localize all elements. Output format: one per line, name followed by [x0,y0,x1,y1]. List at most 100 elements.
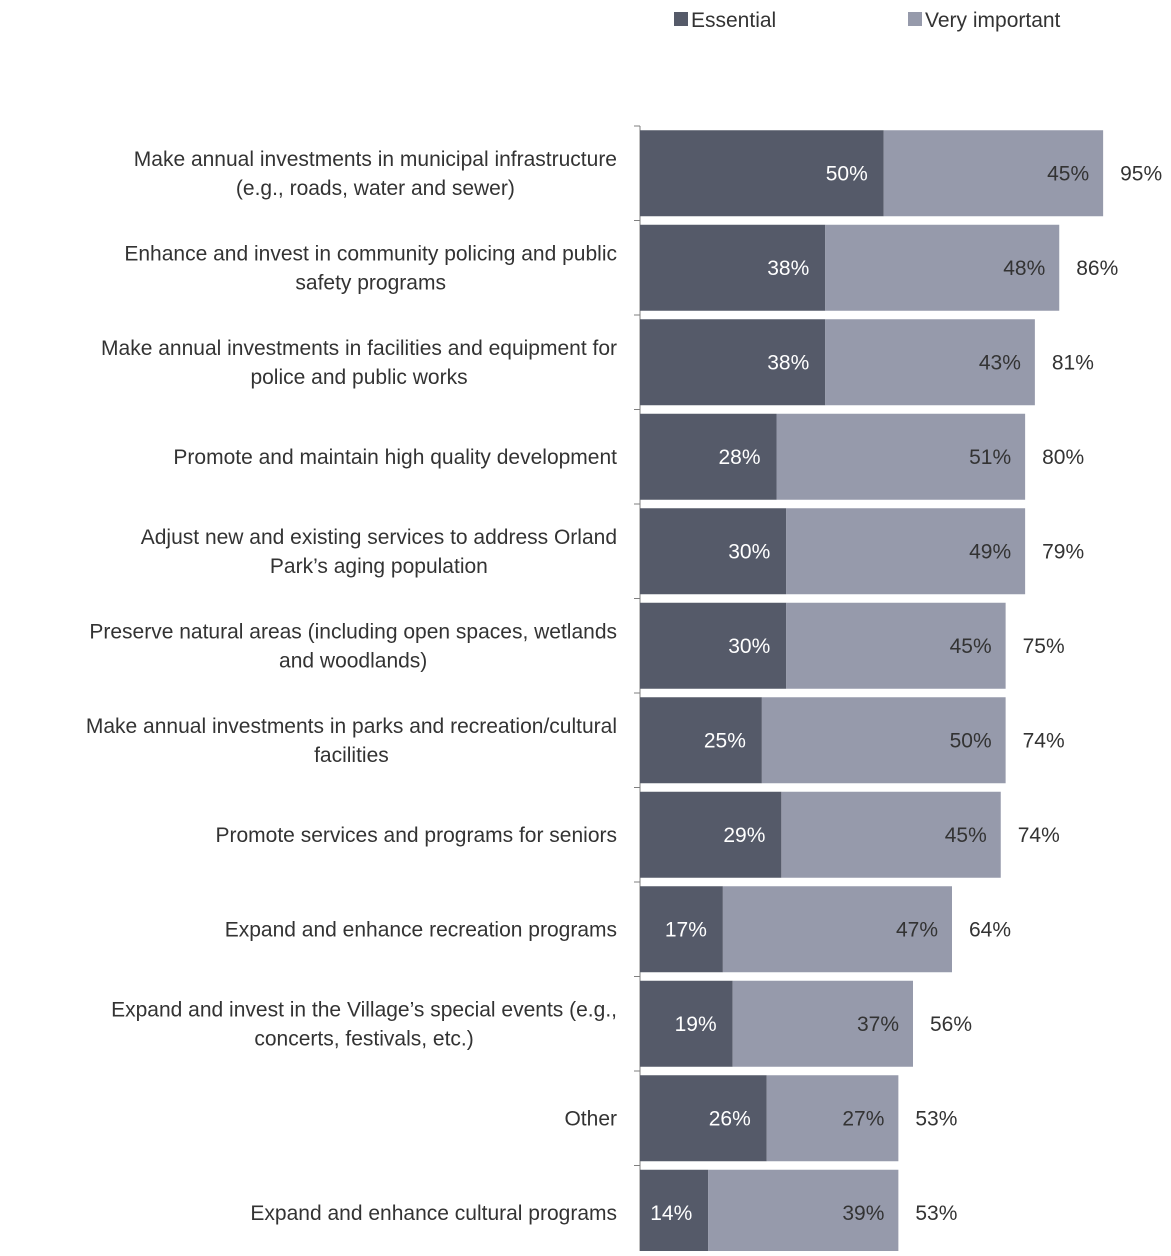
category-label-line: Make annual investments in facilities an… [101,337,617,360]
category-label: Make annual investments in facilities an… [101,337,617,389]
bar-essential [640,319,826,406]
category-label-line: Make annual investments in parks and rec… [86,715,617,738]
bars: 50% 45% 95% 38% 48% 86% 38% 43% 81% 28% 51% 80% 30% 4… [640,130,1162,1256]
category-label-line: Expand and enhance recreation programs [225,918,617,941]
category-label-line: (e.g., roads, water and sewer) [236,177,515,200]
data-label-total: 53% [915,1202,957,1225]
data-label-very-important: 45% [945,824,987,847]
data-label-total: 75% [1023,635,1065,658]
bar-very-important [776,413,1026,500]
bar-very-important [786,602,1006,689]
category-label-line: Expand and invest in the Village’s speci… [111,998,617,1021]
category-label-line: concerts, festivals, etc.) [254,1027,473,1050]
data-label-essential: 29% [723,824,765,847]
bar-essential [640,886,723,973]
bar-very-important [825,224,1060,311]
category-label-line: Promote and maintain high quality develo… [173,446,617,469]
data-label-essential: 14% [650,1202,692,1225]
data-label-total: 74% [1018,824,1060,847]
data-label-essential: 50% [826,162,868,185]
data-label-total: 86% [1076,257,1118,280]
data-label-total: 95% [1120,162,1162,185]
bar-essential [640,791,782,878]
category-label-line: Other [564,1107,617,1130]
category-label: Expand and enhance recreation programs [225,918,617,941]
data-label-very-important: 37% [857,1013,899,1036]
bar-very-important [766,1075,899,1162]
category-axis [634,125,641,1251]
bar-very-important [786,508,1026,595]
category-label-line: and woodlands) [279,649,427,672]
category-label-line: Enhance and invest in community policing… [124,242,617,265]
bar-very-important [732,980,913,1067]
category-label-line: Promote services and programs for senior… [216,824,618,847]
category-label-line: Make annual investments in municipal inf… [134,148,617,171]
category-label: Expand and enhance cultural programs [250,1202,617,1225]
category-label: Preserve natural areas (including open s… [89,620,617,672]
category-label: Expand and invest in the Village’s speci… [111,998,617,1050]
bar-very-important [883,130,1104,217]
data-label-essential: 17% [665,918,707,941]
data-label-essential: 38% [767,351,809,374]
bar-essential [640,602,787,689]
category-label: Enhance and invest in community policing… [124,242,617,294]
bar-very-important [708,1169,899,1256]
data-label-essential: 19% [675,1013,717,1036]
data-label-total: 56% [930,1013,972,1036]
bar-essential [640,980,733,1067]
category-label-line: Park’s aging population [270,555,488,578]
bar-essential [640,1169,709,1256]
data-label-very-important: 45% [950,635,992,658]
legend-label-very-important: Very important [925,9,1061,32]
data-label-total: 53% [915,1107,957,1130]
legend: Essential Very important [674,9,1061,32]
data-label-essential: 30% [728,540,770,563]
bar-essential [640,508,787,595]
data-label-very-important: 48% [1003,257,1045,280]
data-label-total: 64% [969,918,1011,941]
data-label-very-important: 27% [842,1107,884,1130]
bar-very-important [722,886,952,973]
data-label-total: 74% [1023,729,1065,752]
bar-essential [640,224,826,311]
category-label: Promote and maintain high quality develo… [173,446,617,469]
category-label: Make annual investments in municipal inf… [134,148,617,200]
category-label: Make annual investments in parks and rec… [86,715,617,767]
data-label-very-important: 49% [969,540,1011,563]
data-label-total: 81% [1052,351,1094,374]
bar-essential [640,413,777,500]
legend-swatch-essential [674,12,688,26]
data-label-total: 80% [1042,446,1084,469]
data-label-very-important: 47% [896,918,938,941]
data-label-essential: 28% [718,446,760,469]
category-label-line: safety programs [295,271,446,294]
bar-essential [640,697,762,784]
bar-very-important [761,697,1006,784]
data-label-very-important: 39% [842,1202,884,1225]
category-label: Adjust new and existing services to addr… [141,526,617,578]
category-label-line: Adjust new and existing services to addr… [141,526,617,549]
data-label-very-important: 45% [1047,162,1089,185]
category-labels: Make annual investments in municipal inf… [86,148,617,1225]
bar-very-important [781,791,1001,878]
data-label-very-important: 51% [969,446,1011,469]
data-label-essential: 25% [704,729,746,752]
category-label-line: facilities [314,744,389,767]
data-label-total: 79% [1042,540,1084,563]
legend-label-essential: Essential [691,9,776,32]
data-label-essential: 26% [709,1107,751,1130]
category-label: Promote services and programs for senior… [216,824,618,847]
data-label-very-important: 43% [979,351,1021,374]
category-label-line: police and public works [250,366,467,389]
legend-swatch-very-important [908,12,922,26]
category-label: Other [564,1107,617,1130]
category-label-line: Preserve natural areas (including open s… [89,620,617,643]
data-label-very-important: 50% [950,729,992,752]
bar-essential [640,1075,767,1162]
data-label-essential: 38% [767,257,809,280]
bar-essential [640,130,884,217]
data-label-essential: 30% [728,635,770,658]
category-label-line: Expand and enhance cultural programs [250,1202,617,1225]
